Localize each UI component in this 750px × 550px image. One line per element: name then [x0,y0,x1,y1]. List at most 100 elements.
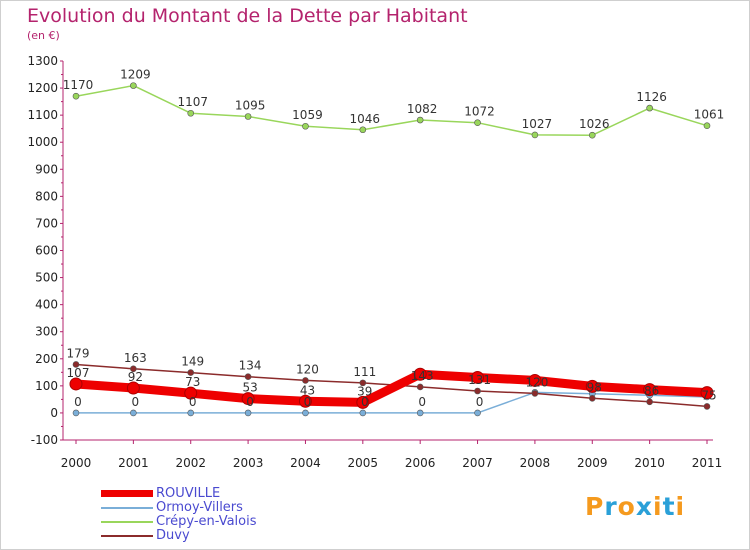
data-label-ormoy-villers: 0 [361,395,369,409]
data-point-rouville [413,367,427,381]
data-label-crepy-en-valois: 1072 [464,105,495,119]
data-point-duvy [72,361,80,368]
data-point-ormoy-villers [416,409,424,417]
data-label-duvy: 149 [181,355,204,369]
data-label-rouville: 43 [300,383,315,397]
y-tick-label: 400 [35,298,58,312]
legend-label-duvy: Duvy [156,528,190,543]
series-lines [71,84,712,414]
data-point-rouville [69,377,83,391]
logo-letter: i [675,492,686,521]
data-point-rouville [471,370,485,384]
data-point-duvy [302,377,309,384]
data-label-ormoy-villers: 0 [132,395,140,409]
unit-label: (en €) [27,29,60,42]
data-label-crepy-en-valois: 1095 [235,98,266,112]
data-label-rouville: 39 [357,384,372,398]
y-tick-label: 300 [35,325,58,339]
data-label-duvy: 98 [587,380,602,394]
data-label-duvy: 111 [353,365,376,379]
data-label-duvy: 163 [124,351,147,365]
logo-letter: i [653,492,663,521]
data-label-ormoy-villers: 0 [304,395,312,409]
x-tick-label: 2010 [634,456,665,470]
legend-swatch-duvy [101,535,153,537]
data-point-duvy [416,383,424,391]
data-point-rouville [528,373,542,387]
y-tick-label: 900 [35,162,58,176]
data-label-crepy-en-valois: 1082 [407,102,438,116]
data-label-duvy: 86 [644,384,659,398]
data-point-crepy-en-valois [244,113,252,120]
x-tick-label: 2004 [290,456,321,470]
data-label-duvy: 120 [525,375,548,389]
data-point-rouville [643,383,657,397]
y-tick-label: 200 [35,352,58,366]
data-label-crepy-en-valois: 1209 [120,68,151,82]
data-label-ormoy-villers: 0 [418,395,426,409]
x-tick-label: 2008 [520,456,551,470]
x-tick-label: 2009 [577,456,608,470]
data-point-rouville [700,386,714,400]
data-point-ormoy-villers [244,409,252,417]
data-label-rouville: 73 [185,375,200,389]
data-point-rouville [585,379,599,393]
x-tick-label: 2003 [233,456,264,470]
y-tick-label: 1000 [27,135,58,149]
data-label-crepy-en-valois: 1046 [350,112,381,126]
legend-label-ormoy-villers: Ormoy-Villers [156,500,243,515]
data-point-ormoy-villers [187,409,195,417]
data-label-ormoy-villers: 0 [189,395,197,409]
data-label-duvy: 134 [239,359,262,373]
logo-letter: r [604,492,618,521]
x-tick-label: 2006 [405,456,436,470]
x-tick-label: 2011 [692,456,723,470]
y-tick-label: 100 [35,379,58,393]
data-point-rouville [184,386,198,400]
data-label-duvy: 131 [468,373,491,387]
data-point-crepy-en-valois [130,82,137,89]
data-label-ormoy-villers: 0 [74,395,82,409]
data-point-crepy-en-valois [187,109,195,117]
logo-letter: o [617,492,636,521]
legend-swatch-ormoy-villers [101,507,153,509]
data-point-rouville [298,394,312,408]
y-tick-label: 1100 [27,108,58,122]
data-point-crepy-en-valois [531,131,539,139]
data-label-crepy-en-valois: 1027 [522,117,553,131]
data-label-crepy-en-valois: 1107 [177,95,208,109]
data-point-rouville [126,381,140,395]
data-point-crepy-en-valois [588,131,596,139]
data-point-crepy-en-valois [302,122,309,130]
y-tick-label: 600 [35,244,58,258]
data-point-duvy [703,403,711,410]
y-tick-label: 800 [35,189,58,203]
data-label-crepy-en-valois: 1170 [63,78,94,92]
axes: -100010020030040050060070080090010001100… [27,54,722,470]
series-line-rouville [71,369,712,407]
y-tick-label: 700 [35,216,58,230]
data-point-rouville [241,392,255,406]
legend-label-rouville: ROUVILLE [156,486,221,501]
data-point-ormoy-villers [359,409,367,417]
data-point-duvy [531,390,539,397]
data-point-crepy-en-valois [359,126,367,134]
data-label-rouville: 53 [242,381,257,395]
series-points [69,82,714,417]
proxiti-logo[interactable]: Proxiti [585,492,685,521]
data-point-duvy [588,395,596,402]
data-point-duvy [646,398,653,406]
data-label-duvy: 143 [411,369,434,383]
data-point-crepy-en-valois [703,122,711,130]
y-tick-label: 1200 [27,81,58,95]
data-point-duvy [244,373,252,380]
data-label-crepy-en-valois: 1059 [292,108,323,122]
series-line-crepy-en-valois [75,84,708,136]
y-tick-label: -100 [31,433,58,447]
data-point-ormoy-villers [72,409,80,417]
series-line-ormoy-villers [75,391,708,414]
data-label-duvy: 179 [67,346,90,360]
legend-swatch-crepy-en-valois [101,521,153,523]
